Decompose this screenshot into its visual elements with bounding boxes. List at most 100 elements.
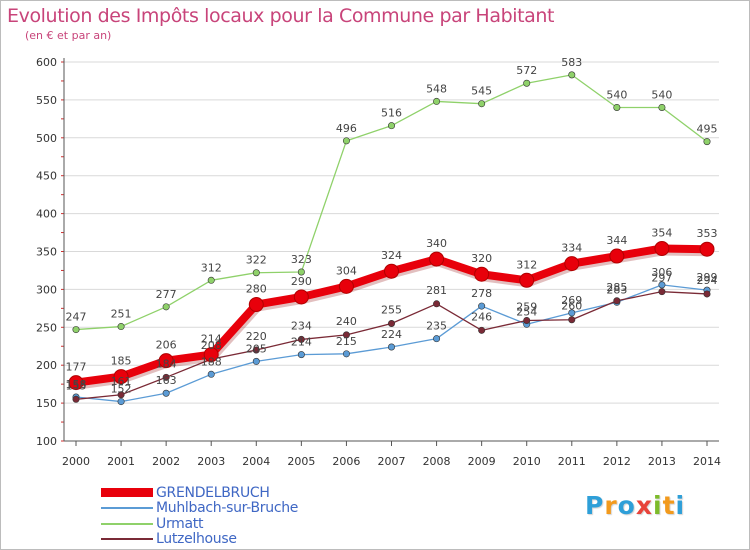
data-label: 254 — [516, 305, 537, 318]
legend-item: Lutzelhouse — [101, 531, 298, 548]
legend-swatch — [101, 507, 153, 510]
legend-label: Muhlbach-sur-Bruche — [156, 500, 299, 517]
x-tick-label: 2003 — [197, 455, 225, 468]
data-point — [342, 137, 350, 145]
y-tick-label: 600 — [36, 56, 57, 69]
data-label: 290 — [291, 275, 312, 288]
data-point — [658, 103, 666, 111]
data-label: 540 — [606, 88, 627, 101]
data-label: 294 — [697, 274, 718, 287]
data-point — [429, 251, 445, 267]
data-point — [478, 302, 486, 310]
data-point — [433, 97, 441, 105]
data-point — [342, 331, 350, 339]
data-label: 306 — [651, 266, 672, 279]
data-point — [609, 248, 625, 264]
data-label: 158 — [66, 378, 87, 391]
data-point — [568, 309, 576, 317]
data-point — [478, 100, 486, 108]
data-label: 353 — [697, 227, 718, 240]
data-point — [203, 347, 219, 363]
x-tick-label: 2009 — [468, 455, 496, 468]
data-point — [342, 350, 350, 358]
data-label: 188 — [201, 355, 222, 368]
data-point — [613, 103, 621, 111]
data-point — [703, 138, 711, 146]
data-point — [387, 320, 395, 328]
legend-item: Muhlbach-sur-Bruche — [101, 500, 299, 517]
data-label: 548 — [426, 82, 447, 95]
legend-swatch — [101, 522, 153, 525]
data-point — [658, 281, 666, 289]
x-tick-label: 2014 — [693, 455, 721, 468]
data-label: 280 — [246, 283, 267, 296]
data-point — [117, 398, 125, 406]
data-label: 255 — [381, 304, 402, 317]
data-label: 583 — [561, 56, 582, 69]
y-tick-label: 200 — [36, 359, 57, 372]
data-label: 545 — [471, 85, 492, 98]
data-point — [564, 256, 580, 272]
data-point — [252, 269, 260, 277]
data-point — [68, 375, 84, 391]
data-label: 277 — [156, 288, 177, 301]
data-point — [568, 316, 576, 324]
data-label: 299 — [697, 271, 718, 284]
data-label: 278 — [471, 287, 492, 300]
data-label: 259 — [516, 300, 537, 313]
y-tick-label: 100 — [36, 435, 57, 448]
data-label: 247 — [66, 311, 87, 324]
data-label: 495 — [697, 123, 718, 136]
legend-label: Urmatt — [156, 515, 204, 532]
data-point — [433, 300, 441, 308]
data-label: 312 — [201, 261, 222, 274]
y-tick-label: 550 — [36, 94, 57, 107]
data-label: 283 — [606, 283, 627, 296]
chart-subtitle: (en € et par an) — [25, 29, 112, 42]
data-point — [117, 391, 125, 399]
data-point — [387, 122, 395, 130]
data-point — [293, 289, 309, 305]
data-label: 281 — [426, 284, 447, 297]
data-point — [117, 323, 125, 331]
data-label: 155 — [66, 379, 87, 392]
data-point — [654, 240, 670, 256]
legend-swatch — [101, 538, 153, 541]
data-label: 312 — [516, 258, 537, 271]
data-point — [162, 303, 170, 311]
data-point — [162, 373, 170, 381]
data-point — [72, 395, 80, 403]
x-tick-label: 2004 — [242, 455, 270, 468]
data-label: 320 — [471, 252, 492, 265]
data-label: 324 — [381, 249, 402, 262]
data-label: 285 — [606, 281, 627, 294]
data-label: 215 — [336, 335, 357, 348]
data-label: 214 — [291, 336, 312, 349]
data-point — [252, 357, 260, 365]
data-label: 152 — [111, 383, 132, 396]
data-label: 323 — [291, 253, 312, 266]
x-tick-label: 2000 — [62, 455, 90, 468]
data-point — [113, 369, 129, 385]
data-label: 572 — [516, 64, 537, 77]
y-tick-label: 150 — [36, 397, 57, 410]
data-label: 185 — [111, 355, 132, 368]
data-label: 208 — [201, 339, 222, 352]
data-point — [72, 326, 80, 334]
x-tick-label: 2005 — [287, 455, 315, 468]
data-label: 322 — [246, 254, 267, 267]
data-label: 496 — [336, 122, 357, 135]
legend-label: Lutzelhouse — [156, 531, 237, 548]
data-label: 214 — [201, 333, 222, 346]
data-label: 304 — [336, 264, 357, 277]
legend-label: GRENDELBRUCH — [156, 484, 270, 501]
y-tick-label: 450 — [36, 170, 57, 183]
x-tick-label: 2006 — [332, 455, 360, 468]
data-label: 220 — [246, 330, 267, 343]
y-tick-label: 400 — [36, 208, 57, 221]
legend-item: GRENDELBRUCH — [101, 485, 298, 501]
legend: GRENDELBRUCH Muhlbach-sur-Bruche Urmatt Lut… — [101, 485, 298, 547]
x-tick-label: 2002 — [152, 455, 180, 468]
